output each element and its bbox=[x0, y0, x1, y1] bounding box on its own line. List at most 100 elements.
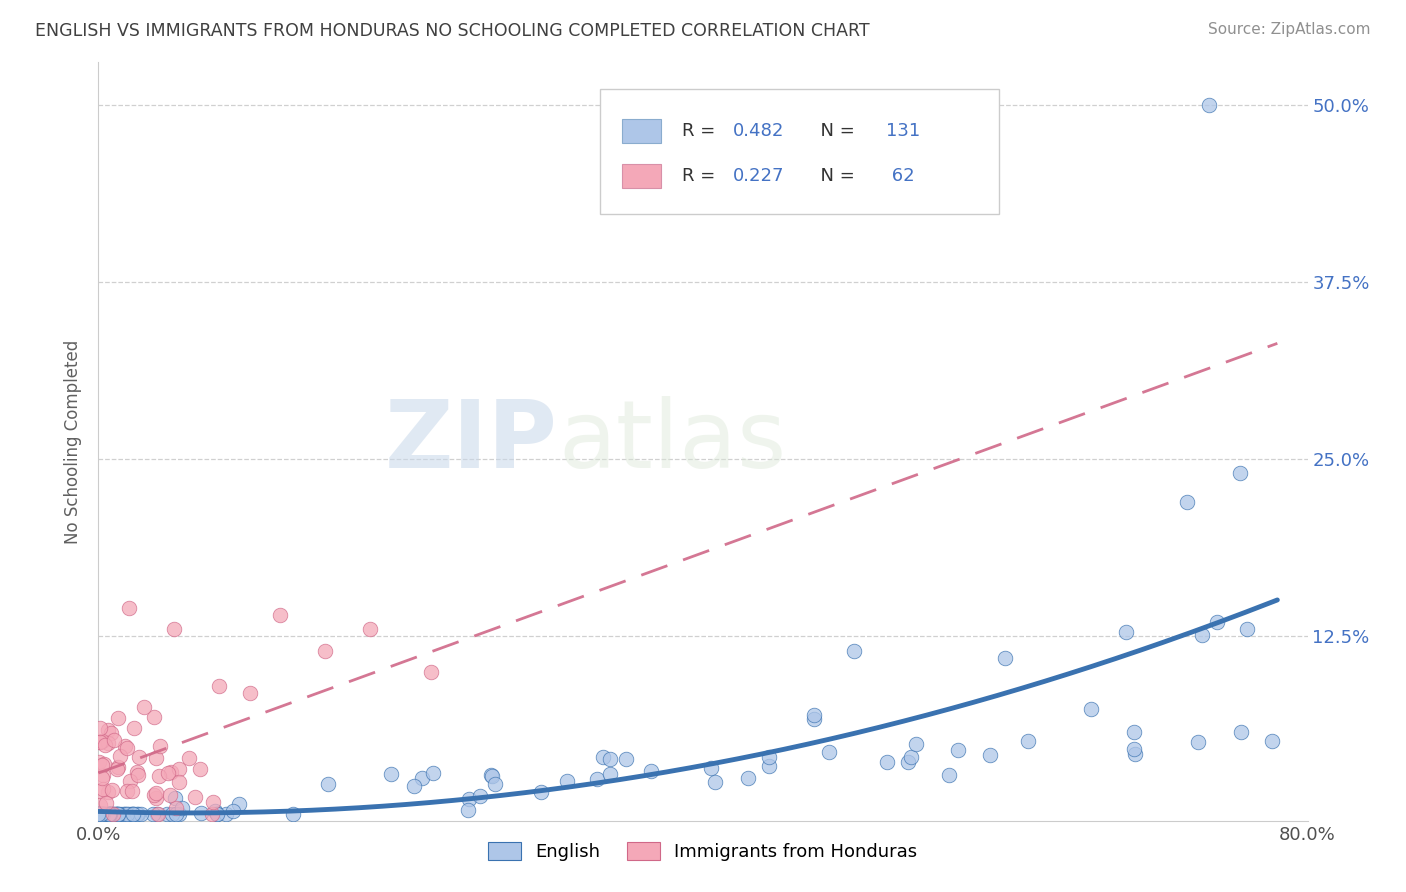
Point bbox=[159, 788, 181, 802]
Point bbox=[1236, 623, 1258, 637]
Point bbox=[120, 806, 142, 821]
Point bbox=[90, 758, 112, 772]
Point bbox=[91, 806, 114, 821]
Point bbox=[87, 806, 110, 821]
Point bbox=[100, 726, 122, 740]
Point bbox=[125, 764, 148, 779]
Point bbox=[314, 643, 336, 657]
Point bbox=[994, 650, 1017, 665]
Point bbox=[87, 806, 110, 821]
Text: ENGLISH VS IMMIGRANTS FROM HONDURAS NO SCHOOLING COMPLETED CORRELATION CHART: ENGLISH VS IMMIGRANTS FROM HONDURAS NO S… bbox=[35, 22, 870, 40]
Point bbox=[93, 757, 115, 772]
Point bbox=[484, 777, 506, 791]
Point bbox=[101, 806, 124, 821]
Point bbox=[468, 789, 491, 803]
Point bbox=[90, 806, 112, 821]
Point bbox=[145, 791, 167, 805]
Point bbox=[177, 750, 200, 764]
Point bbox=[758, 749, 780, 764]
Point bbox=[146, 806, 169, 821]
Point bbox=[87, 806, 110, 821]
Point bbox=[100, 806, 122, 821]
Point bbox=[166, 801, 188, 815]
Point bbox=[172, 801, 194, 815]
Point bbox=[101, 806, 124, 821]
Point bbox=[360, 623, 382, 637]
Point bbox=[100, 782, 122, 797]
Point bbox=[107, 711, 129, 725]
Point bbox=[422, 766, 444, 780]
Point bbox=[91, 734, 114, 748]
Point bbox=[87, 806, 110, 821]
Point bbox=[157, 766, 180, 780]
Text: 131: 131 bbox=[886, 121, 920, 140]
Point bbox=[107, 760, 129, 774]
Point bbox=[145, 786, 167, 800]
Point bbox=[87, 806, 110, 821]
Point bbox=[121, 806, 143, 821]
Point bbox=[105, 763, 128, 777]
Point bbox=[404, 779, 426, 793]
Point bbox=[758, 759, 780, 773]
Point bbox=[457, 803, 479, 817]
Point bbox=[803, 708, 825, 723]
Point bbox=[105, 806, 128, 821]
Point bbox=[160, 806, 183, 821]
Point bbox=[91, 806, 114, 821]
Point bbox=[91, 806, 114, 821]
Point bbox=[269, 608, 291, 623]
Point bbox=[1122, 724, 1144, 739]
Point bbox=[118, 601, 141, 615]
Point bbox=[97, 736, 120, 750]
Point bbox=[125, 806, 148, 821]
Point bbox=[103, 733, 125, 747]
Point bbox=[163, 623, 186, 637]
Point bbox=[1122, 742, 1144, 756]
Point bbox=[228, 797, 250, 812]
Point bbox=[183, 789, 205, 804]
Text: ZIP: ZIP bbox=[385, 395, 558, 488]
Point bbox=[1080, 702, 1102, 716]
Point bbox=[202, 795, 225, 809]
Point bbox=[91, 771, 114, 785]
Text: atlas: atlas bbox=[558, 395, 786, 488]
Point bbox=[114, 806, 136, 821]
Point bbox=[703, 775, 725, 789]
Point bbox=[188, 762, 211, 776]
Point bbox=[98, 806, 121, 821]
Point bbox=[90, 806, 112, 821]
Legend: English, Immigrants from Honduras: English, Immigrants from Honduras bbox=[481, 835, 925, 869]
Text: N =: N = bbox=[810, 121, 860, 140]
Point bbox=[89, 806, 111, 821]
Point bbox=[118, 774, 141, 789]
Point bbox=[165, 791, 187, 805]
Bar bbox=[621, 164, 661, 188]
Point bbox=[108, 748, 131, 763]
Point bbox=[87, 806, 110, 821]
Text: N =: N = bbox=[810, 167, 860, 186]
Point bbox=[1261, 734, 1284, 748]
Point bbox=[89, 734, 111, 748]
Point bbox=[107, 806, 129, 821]
Point bbox=[530, 785, 553, 799]
Point bbox=[87, 806, 110, 821]
Point bbox=[599, 752, 621, 766]
Point bbox=[592, 749, 614, 764]
Point bbox=[599, 766, 621, 780]
Point bbox=[586, 772, 609, 786]
Point bbox=[1191, 628, 1213, 642]
Point bbox=[948, 743, 970, 757]
Text: Source: ZipAtlas.com: Source: ZipAtlas.com bbox=[1208, 22, 1371, 37]
Point bbox=[699, 761, 721, 775]
Point bbox=[897, 756, 920, 770]
Point bbox=[97, 784, 120, 798]
Point bbox=[214, 806, 236, 821]
Point bbox=[105, 806, 128, 821]
Point bbox=[91, 782, 114, 797]
Point bbox=[94, 796, 117, 810]
Text: 62: 62 bbox=[886, 167, 914, 186]
Point bbox=[89, 806, 111, 821]
Point bbox=[380, 766, 402, 780]
Point bbox=[142, 710, 165, 724]
Point bbox=[107, 806, 129, 821]
